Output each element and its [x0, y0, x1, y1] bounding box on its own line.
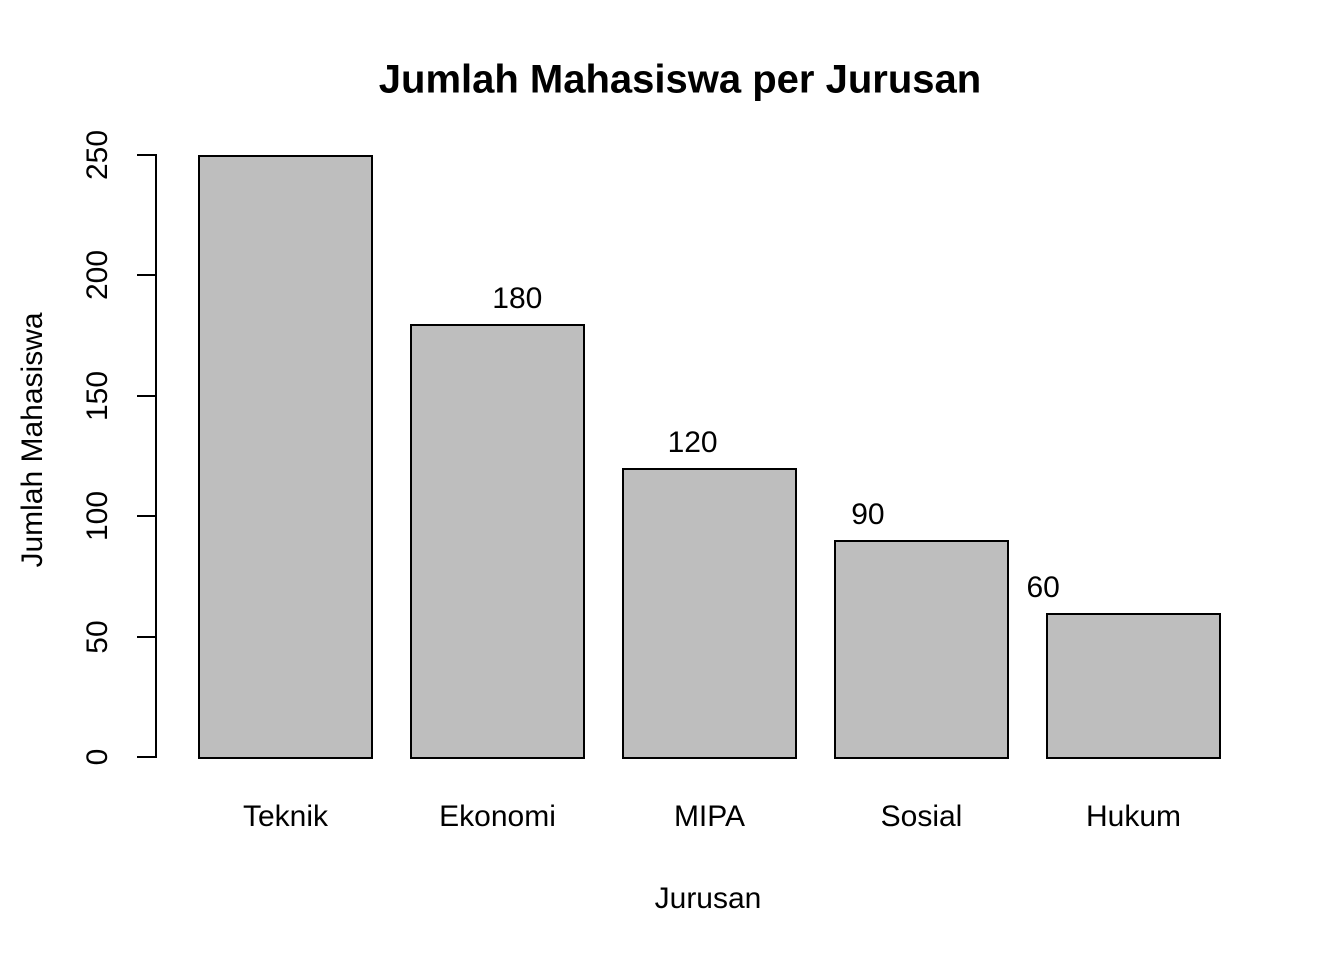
bar-value-label: 120	[667, 426, 718, 460]
bar-value-label: 180	[492, 281, 543, 315]
y-axis-tick	[137, 635, 155, 638]
y-axis-line	[155, 154, 157, 758]
bar-hukum	[1046, 612, 1221, 759]
y-axis-tick-label: 100	[81, 491, 114, 542]
x-axis-category-label: Sosial	[880, 800, 963, 833]
x-axis-category-label: Hukum	[1085, 800, 1182, 833]
y-axis-tick-label: 50	[81, 619, 114, 654]
y-axis-tick-label: 0	[81, 748, 114, 766]
bar-teknik	[198, 155, 373, 759]
y-axis-tick	[137, 394, 155, 397]
bar-mipa	[622, 468, 797, 759]
y-axis-tick	[137, 154, 155, 156]
x-axis-category-label: Ekonomi	[439, 800, 556, 833]
bar-value-label: 60	[1026, 570, 1060, 604]
bar-value-label: 90	[851, 498, 885, 532]
y-axis-tick-label: 150	[81, 370, 114, 421]
chart-title: Jumlah Mahasiswa per Jurusan	[378, 57, 982, 102]
y-axis-tick-label: 200	[81, 250, 114, 301]
y-axis-tick	[137, 756, 155, 758]
y-axis-title: Jumlah Mahasiswa	[16, 312, 49, 568]
bar-ekonomi	[410, 323, 585, 759]
y-axis-tick-label: 250	[81, 129, 114, 181]
y-axis-tick	[137, 515, 155, 518]
bar-sosial	[834, 540, 1009, 759]
x-axis-category-label: MIPA	[673, 800, 746, 833]
x-axis-title: Jurusan	[654, 882, 762, 915]
y-axis-tick	[137, 274, 155, 277]
x-axis-category-label: Teknik	[242, 800, 329, 833]
